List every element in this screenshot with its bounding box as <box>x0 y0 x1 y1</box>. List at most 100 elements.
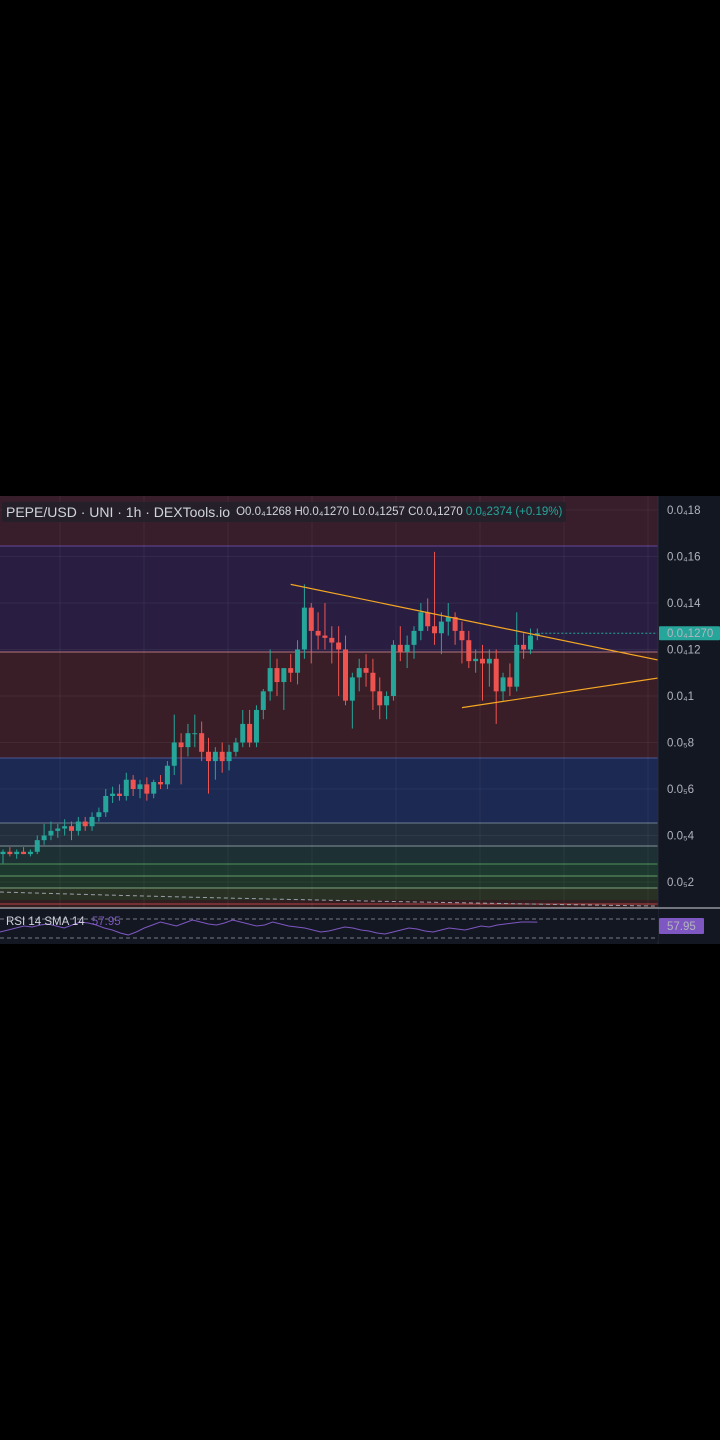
fib-zone-2 <box>0 652 658 758</box>
low-value: L0.0₄1257 <box>352 506 405 518</box>
price-tick-label: 0.0₄12 <box>667 645 700 657</box>
candle <box>48 821 54 841</box>
candle-body <box>7 851 13 855</box>
candle <box>178 733 184 785</box>
candle <box>336 626 342 696</box>
candle-body <box>425 612 431 627</box>
candle-body <box>260 691 266 710</box>
candle <box>144 777 150 801</box>
candle <box>466 630 472 669</box>
candle <box>329 626 335 664</box>
candle-body <box>301 607 307 650</box>
rsi-label: RSI 14 SMA 14 <box>6 916 85 928</box>
candle-body <box>212 751 218 762</box>
candle-body <box>329 637 335 643</box>
candle-body <box>404 644 410 652</box>
candle <box>322 603 328 650</box>
candle <box>34 835 40 855</box>
candle <box>274 658 280 696</box>
candle <box>534 628 540 641</box>
candle <box>486 649 492 687</box>
candle <box>110 786 116 803</box>
candle-body <box>0 851 6 855</box>
rsi-legend[interactable]: RSI 14 SMA 14 57.95 <box>6 916 121 928</box>
candle-body <box>445 616 451 622</box>
candle <box>267 649 273 701</box>
candle-body <box>438 621 444 634</box>
fib-zone-6 <box>0 864 658 876</box>
candle <box>130 775 136 796</box>
fib-zone-4 <box>0 823 658 846</box>
candle <box>116 784 122 801</box>
candle-body <box>356 668 362 678</box>
candle <box>390 640 396 701</box>
candle <box>404 635 410 669</box>
rsi-line <box>0 919 538 936</box>
candle-body <box>192 733 198 735</box>
fib-zone-8 <box>0 888 658 900</box>
candle <box>226 744 232 771</box>
price-chart[interactable]: 0.0₄18 0.0₄16 0.0₄14 0.0₄12 0.0₄1 0.0₅8 0.0₅6 0… <box>0 496 720 944</box>
candle <box>75 816 81 836</box>
candle <box>418 603 424 641</box>
candle <box>137 779 143 799</box>
candle <box>171 714 177 776</box>
price-tick-label: 0.0₅4 <box>667 831 695 843</box>
candle <box>212 747 218 780</box>
candle-body <box>151 782 157 794</box>
candle-body <box>178 742 184 748</box>
candle-body <box>466 640 472 662</box>
candle-body <box>336 642 342 650</box>
price-tick-label: 0.0₅6 <box>667 784 694 796</box>
candle <box>384 691 390 720</box>
candle <box>425 598 431 631</box>
candle-body <box>500 677 506 692</box>
price-tick-label: 0.0₅8 <box>667 738 694 750</box>
candle <box>459 621 465 664</box>
candle-body <box>240 723 246 743</box>
candle-body <box>288 668 294 673</box>
candle-body <box>377 691 383 706</box>
candle-body <box>96 812 102 817</box>
candle-body <box>295 649 301 673</box>
high-value: H0.0₄1270 <box>294 506 350 518</box>
candle <box>123 772 129 801</box>
candle-body <box>82 821 88 827</box>
open-value: O0.0₄1268 <box>236 506 292 518</box>
candle-body <box>459 630 465 641</box>
candle-body <box>308 607 314 631</box>
candle-body <box>89 816 95 827</box>
price-tick-label: 0.0₄16 <box>667 552 700 564</box>
fib-zone-1 <box>0 546 658 652</box>
chart-container[interactable]: 0.0₄18 0.0₄16 0.0₄14 0.0₄12 0.0₄1 0.0₅8 0.0₅6 0… <box>0 496 720 944</box>
candle <box>164 761 170 789</box>
candle-body <box>21 851 27 855</box>
candle-body <box>116 793 122 796</box>
fib-zone-5 <box>0 846 658 864</box>
candle <box>411 626 417 659</box>
candle <box>14 849 20 859</box>
candle-body <box>281 668 287 683</box>
candle <box>397 626 403 662</box>
fib-zone-7 <box>0 876 658 888</box>
candle <box>500 672 506 701</box>
candle <box>185 723 191 757</box>
price-axis-panel <box>658 496 720 944</box>
candle <box>349 672 355 729</box>
candle-body <box>27 851 33 855</box>
candle-body <box>370 672 376 692</box>
candle <box>281 668 287 710</box>
change-value: 0.0₆2374 (+0.19%) <box>465 506 563 518</box>
candle <box>7 847 13 857</box>
rsi-value-badge <box>659 918 704 934</box>
price-tick-label: 0.0₄18 <box>667 505 700 517</box>
candle-body <box>62 826 68 829</box>
symbol-label[interactable]: PEPE/USD · UNI · 1h · DEXTools.io <box>6 504 231 520</box>
candle-body <box>527 635 533 650</box>
candle-body <box>274 668 280 683</box>
rsi-value-label: 57.95 <box>667 921 696 933</box>
candle-body <box>397 644 403 652</box>
candle-body <box>123 779 129 796</box>
candle <box>288 654 294 683</box>
candle <box>247 709 253 748</box>
